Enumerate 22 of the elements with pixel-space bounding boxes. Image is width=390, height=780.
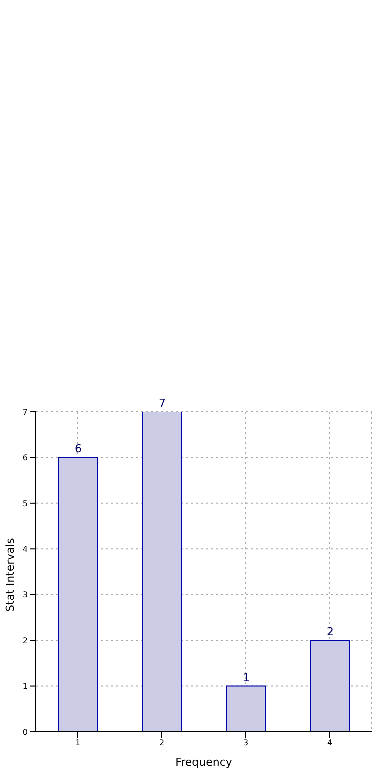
data-label: 1 [243,671,250,684]
y-tick-label: 1 [22,682,28,692]
x-tick-label: 3 [243,738,249,748]
y-axis-title: Stat Intervals [4,538,17,612]
y-tick-label: 4 [22,544,28,554]
bar [142,412,182,732]
y-tick-label: 0 [22,728,28,737]
bar [226,686,266,732]
y-tick-label: 6 [22,454,28,463]
bar [58,457,98,732]
bar [310,640,350,732]
y-tick-label: 7 [22,408,28,417]
x-tick-label: 1 [75,738,81,748]
x-tick-label: 4 [327,738,333,748]
x-axis-title: Frequency [176,756,233,769]
y-tick-label: 2 [22,636,28,646]
x-tick-label: 2 [159,738,165,748]
data-label: 2 [327,626,334,639]
data-label: 7 [159,397,166,410]
data-label: 6 [75,442,82,456]
y-tick-label: 5 [22,499,28,508]
y-tick-label: 3 [22,590,28,600]
